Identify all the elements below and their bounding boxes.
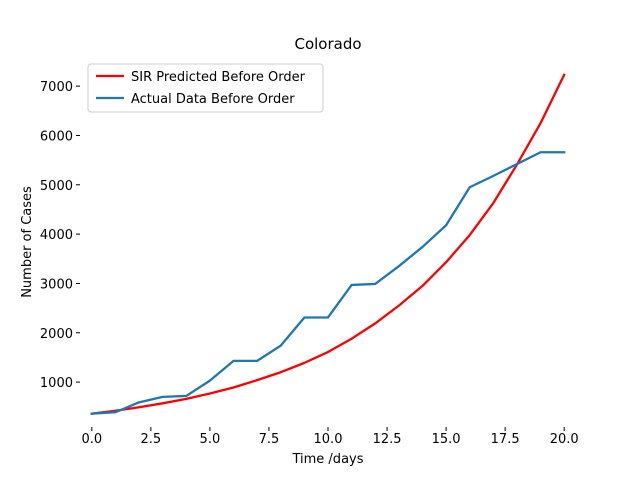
x-axis-label: Time /days <box>291 452 363 467</box>
y-axis-ticks: 1000 2000 3000 4000 5000 6000 7000 <box>40 80 80 391</box>
x-axis-ticks: 0.0 2.5 5.0 7.5 10.0 12.5 15.0 17.5 20.0 <box>81 427 579 447</box>
legend-box <box>87 63 324 113</box>
x-tick-label: 2.5 <box>141 432 162 447</box>
y-tick-label: 7000 <box>40 80 73 95</box>
legend: SIR Predicted Before Order Actual Data Be… <box>87 63 324 113</box>
x-tick-label: 10.0 <box>314 432 343 447</box>
x-tick-label: 17.5 <box>491 432 520 447</box>
x-tick-label: 0.0 <box>81 432 102 447</box>
x-tick-label: 12.5 <box>373 432 402 447</box>
chart-title: Colorado <box>294 35 361 53</box>
series-line-sir-predicted <box>90 73 566 415</box>
x-tick-label: 15.0 <box>432 432 461 447</box>
y-tick-label: 3000 <box>40 277 73 292</box>
y-axis-label: Number of Cases <box>20 186 35 298</box>
y-tick-label: 5000 <box>40 179 73 194</box>
legend-entry-label: Actual Data Before Order <box>131 92 295 107</box>
x-tick-label: 5.0 <box>200 432 221 447</box>
series-line-actual-data <box>90 151 566 415</box>
y-tick-label: 6000 <box>40 129 73 144</box>
x-tick-label: 7.5 <box>259 432 280 447</box>
legend-entry-label: SIR Predicted Before Order <box>131 70 306 85</box>
x-tick-label: 20.0 <box>550 432 579 447</box>
y-tick-label: 2000 <box>40 327 73 342</box>
y-tick-label: 1000 <box>40 376 73 391</box>
y-tick-label: 4000 <box>40 228 73 243</box>
series-layer <box>90 73 566 415</box>
